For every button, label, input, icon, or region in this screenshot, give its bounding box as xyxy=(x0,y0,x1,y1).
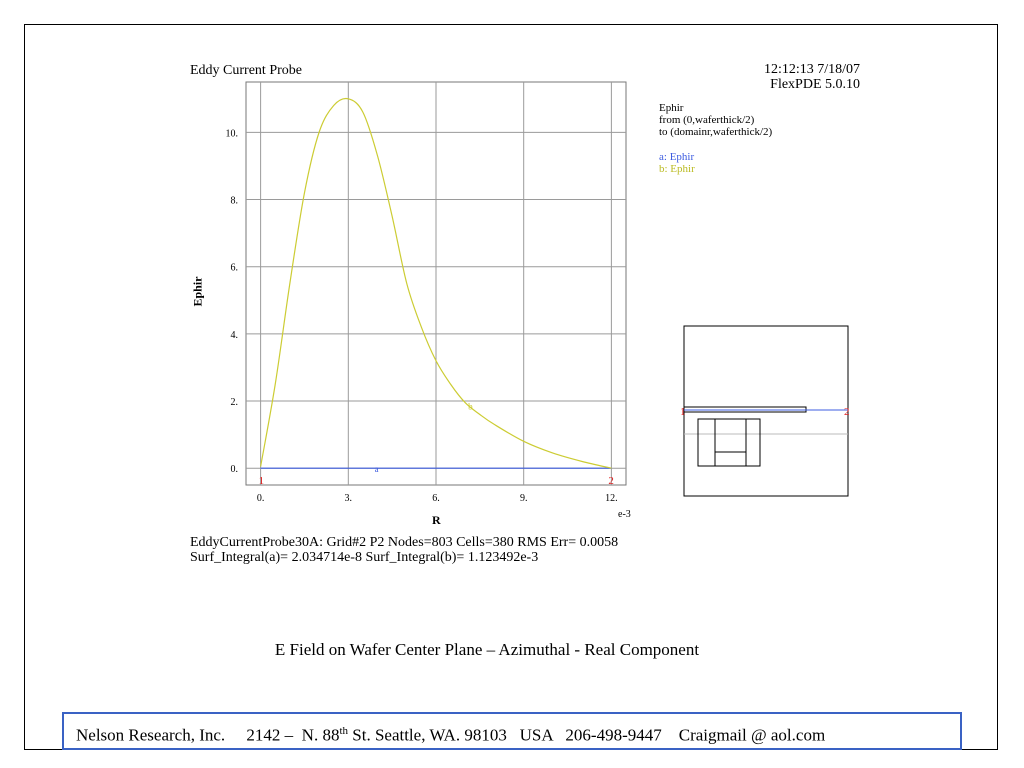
x-tick-label: 6. xyxy=(432,493,440,504)
y-tick-label: 6. xyxy=(231,263,239,274)
y-axis-label: Ephir xyxy=(190,276,205,307)
footer-company: Nelson Research, Inc. xyxy=(76,725,226,745)
footer-address-ordinal: th xyxy=(339,725,349,737)
y-tick-label: 4. xyxy=(231,330,239,341)
series-a-marker: a xyxy=(375,464,379,474)
footer-address-end: St. Seattle, WA. 98103 xyxy=(348,725,507,745)
footer-country: USA xyxy=(519,725,553,745)
inset-endpoint-2: 2 xyxy=(844,406,850,418)
legend-heading: Ephir xyxy=(659,102,684,114)
y-tick-label: 8. xyxy=(231,196,239,207)
geometry-inset: 1 2 xyxy=(680,325,850,497)
x-axis-exponent: e-3 xyxy=(618,509,631,520)
series-b-marker: b xyxy=(468,401,473,411)
legend-to: to (domainr,waferthick/2) xyxy=(659,126,773,138)
endpoint-label-1: 1 xyxy=(259,475,265,487)
x-tick-label: 3. xyxy=(345,493,353,504)
legend-from: from (0,waferthick/2) xyxy=(659,114,755,126)
y-tick-label: 2. xyxy=(231,397,239,408)
slide-caption: E Field on Wafer Center Plane – Azimutha… xyxy=(274,640,700,659)
series-b-line xyxy=(260,97,612,469)
x-axis-label: R xyxy=(432,513,441,527)
tick-labels: 0. 3. 6. 9. 12. 0. 2. 4. 6. 8. 10. xyxy=(226,128,618,504)
chart-timestamp: 12:12:13 7/18/07 xyxy=(763,62,860,77)
legend-entry-b: b: Ephir xyxy=(659,163,695,175)
inset-probe-outer xyxy=(697,418,761,467)
footer-address-start: 2142 – N. 88 xyxy=(246,725,340,745)
x-tick-label: 9. xyxy=(520,493,528,504)
chart-software: FlexPDE 5.0.10 xyxy=(770,77,860,92)
y-tick-label: 10. xyxy=(226,128,239,139)
inset-domain xyxy=(683,325,849,497)
footer-phone: 206-498-9447 xyxy=(565,725,662,745)
series-layer: a b 1 2 xyxy=(259,97,614,487)
footer-contact-box: Nelson Research, Inc. 2142 – N. 88th St.… xyxy=(62,712,962,750)
endpoint-label-2: 2 xyxy=(608,475,614,487)
x-tick-label: 12. xyxy=(605,493,618,504)
grid-lines xyxy=(246,82,626,485)
stats-line-1: EddyCurrentProbe30A: Grid#2 P2 Nodes=803… xyxy=(190,535,619,550)
y-tick-label: 0. xyxy=(231,464,239,475)
inset-endpoint-1: 1 xyxy=(680,406,686,418)
stats-line-2: Surf_Integral(a)= 2.034714e-8 Surf_Integ… xyxy=(190,550,539,565)
x-tick-label: 0. xyxy=(257,493,265,504)
inset-probe-inner xyxy=(714,418,747,467)
footer-email: Craigmail @ aol.com xyxy=(678,725,826,745)
chart-title: Eddy Current Probe xyxy=(190,63,302,78)
legend-entry-a: a: Ephir xyxy=(659,151,695,163)
